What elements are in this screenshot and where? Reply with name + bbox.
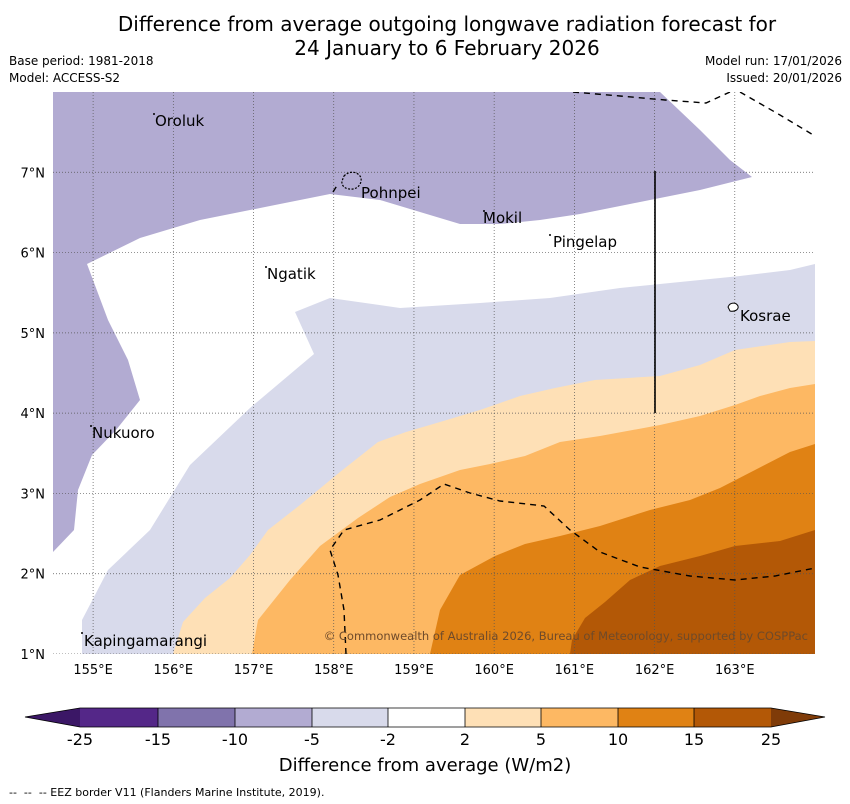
longitude-tick-label: 162°E: [635, 663, 675, 678]
nukuoro-island-dot: [90, 425, 92, 427]
colorbar-under-arrow: [25, 708, 80, 727]
kosrae-island-shape: [727, 302, 739, 312]
latitude-tick-label: 2°N: [21, 568, 46, 583]
colorbar-label: 2: [459, 730, 471, 749]
colorbar-outline: [24, 707, 826, 728]
place-label-kosrae: Kosrae: [740, 307, 791, 325]
longitude-tick-label: 155°E: [73, 663, 113, 678]
eez-border-pohnpei: [332, 183, 339, 193]
place-label-kapingamarangi: Kapingamarangi: [84, 632, 207, 650]
band-15-to-25: [570, 530, 815, 654]
colorbar-segment-9: [694, 708, 771, 727]
map-plot-area: Oroluk Pohnpei Mokil Pingelap Ngatik Kos…: [53, 92, 815, 654]
eez-border-ne: [739, 92, 815, 137]
colorbar-label: 25: [760, 730, 782, 749]
title-line-2: 24 January to 6 February 2026: [294, 36, 600, 60]
model-text: Model: ACCESS-S2: [9, 71, 121, 85]
colorbar-segment-2: [158, 708, 235, 727]
latitude-ticks: 1°N 2°N 3°N 4°N 5°N 6°N 7°N: [21, 166, 46, 663]
colorbar-label: -10: [221, 730, 249, 749]
longitude-tick-label: 159°E: [394, 663, 434, 678]
kapingamarangi-island-dot: [81, 632, 83, 634]
ngatik-island-dot: [265, 266, 267, 268]
colorbar: [24, 707, 826, 728]
eez-border: [329, 92, 815, 654]
longitude-tick-label: 156°E: [154, 663, 194, 678]
longitude-tick-label: 158°E: [314, 663, 354, 678]
pingelap-island-dot: [549, 234, 551, 236]
oroluk-island-dot: [153, 113, 155, 115]
colorbar-segment-7: [541, 708, 618, 727]
meta-right: Model run: 17/01/2026 Issued: 20/01/2026: [705, 53, 842, 87]
mokil-island-dot: [483, 210, 485, 212]
colorbar-over-arrow: [771, 708, 825, 727]
issued-text: Issued: 20/01/2026: [726, 71, 842, 85]
model-run-text: Model run: 17/01/2026: [704, 54, 842, 68]
chart-title: Difference from average outgoing longwav…: [0, 12, 850, 60]
copyright-text: © Commonwealth of Australia 2026, Bureau…: [324, 629, 808, 643]
colorbar-segment-6: [465, 708, 541, 727]
colorbar-label: 5: [535, 730, 547, 749]
longitude-tick-label: 160°E: [474, 663, 514, 678]
colorbar-title: Difference from average (W/m2): [278, 755, 572, 776]
latitude-tick-label: 7°N: [21, 166, 46, 181]
meta-left: Base period: 1981-2018 Model: ACCESS-S2: [9, 53, 154, 87]
graticule: [53, 92, 815, 654]
colorbar-label: -2: [380, 730, 396, 749]
place-label-pohnpei: Pohnpei: [361, 184, 421, 202]
pohnpei-island-shape: [341, 171, 362, 190]
latitude-tick-label: 3°N: [21, 487, 46, 502]
longitude-ticks: 155°E 156°E 157°E 158°E 159°E 160°E 161°E 162°E…: [73, 663, 754, 678]
place-label-nukuoro: Nukuoro: [92, 424, 155, 442]
longitude-tick-label: 163°E: [715, 663, 755, 678]
latitude-tick-label: 4°N: [21, 407, 46, 422]
latitude-tick-label: 5°N: [21, 327, 46, 342]
colorbar-label: 10: [607, 730, 629, 749]
colorbar-label: -5: [304, 730, 320, 749]
colorbar-label: 15: [683, 730, 705, 749]
place-label-oroluk: Oroluk: [155, 112, 204, 130]
base-period-text: Base period: 1981-2018: [9, 54, 154, 68]
eez-border-south: [329, 483, 815, 654]
colorbar-segment-3: [235, 708, 312, 727]
colorbar-segment-8: [618, 708, 694, 727]
place-label-mokil: Mokil: [483, 209, 522, 227]
latitude-tick-label: 6°N: [21, 247, 46, 262]
eez-border-top: [572, 92, 731, 104]
longitude-tick-label: 161°E: [555, 663, 595, 678]
colorbar-label: -15: [144, 730, 172, 749]
colorbar-label: -25: [66, 730, 94, 749]
title-line-1: Difference from average outgoing longwav…: [117, 12, 777, 36]
band-minus-10-to-minus-5: [53, 92, 752, 552]
place-label-ngatik: Ngatik: [267, 265, 316, 283]
colorbar-segment-4: [312, 708, 388, 727]
colorbar-segment-1: [80, 708, 158, 727]
place-label-pingelap: Pingelap: [553, 233, 617, 251]
latitude-tick-label: 1°N: [21, 648, 46, 663]
longitude-tick-label: 157°E: [234, 663, 274, 678]
eez-legend-footer: -- -- -- EEZ border V11 (Flanders Marine…: [9, 786, 325, 799]
colorbar-segment-5: [388, 708, 465, 727]
